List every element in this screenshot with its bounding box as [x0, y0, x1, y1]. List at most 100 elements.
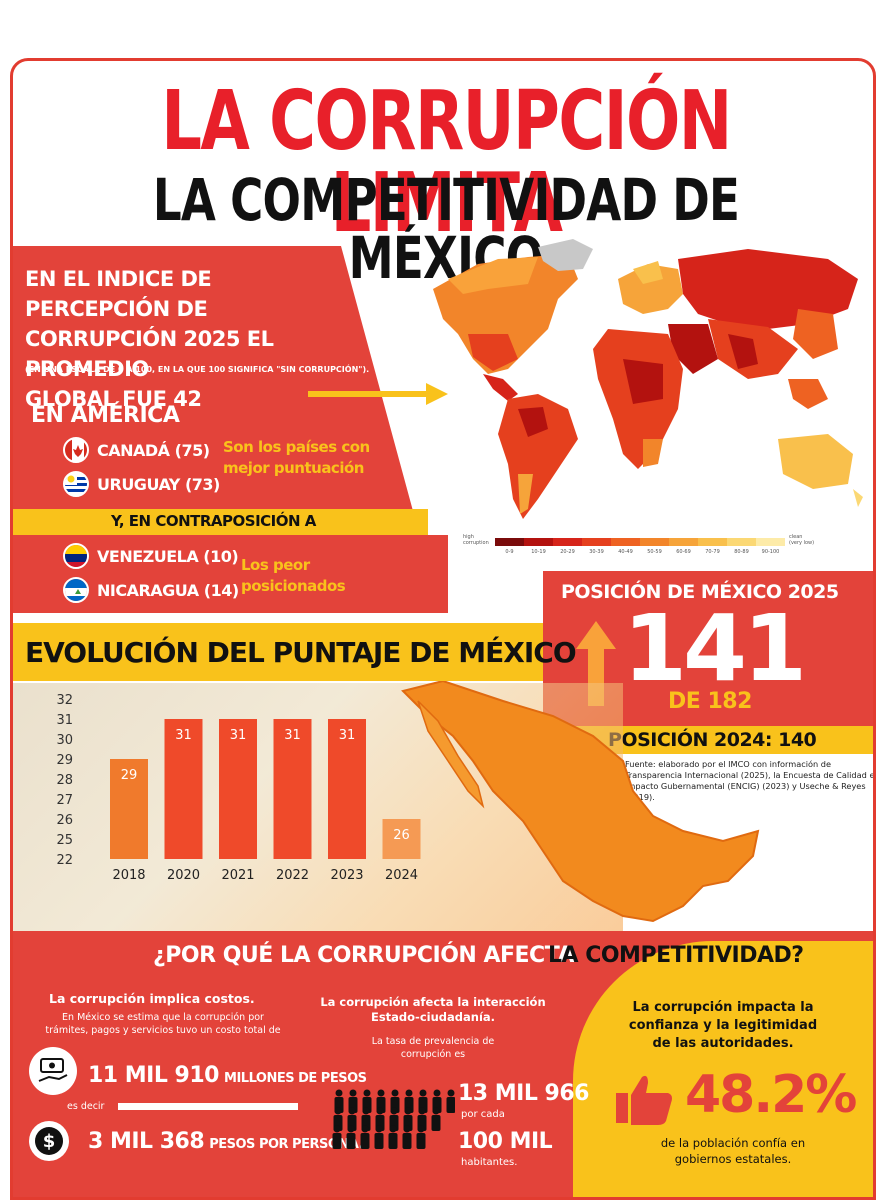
up-arrow-icon [576, 621, 616, 710]
trust-percentage: 48.2% [685, 1065, 857, 1125]
y-tick-label: 28 [56, 773, 73, 788]
uruguay-label: URUGUAY (73) [97, 474, 220, 494]
people-crowd-icon [325, 1083, 456, 1167]
main-title-line2: LA COMPETITIVIDAD DE MÉXICO [152, 166, 740, 292]
bar [164, 719, 203, 859]
mexico-map [383, 679, 763, 951]
prevalence-big: 13 MIL 966 [458, 1081, 589, 1106]
evolution-heading: EVOLUCIÓN DEL PUNTAJE DE MÉXICO [25, 636, 577, 669]
legend-range-label: 80-89 [734, 549, 749, 555]
worst-list: VENEZUELA (10) NICARAGUA (14) [63, 539, 239, 607]
contrast-label: Y, EN CONTRAPOSICIÓN A [111, 512, 316, 530]
source-note: Fuente: elaborado por el IMCO con inform… [625, 759, 875, 802]
legend-range-label: 20-29 [560, 549, 575, 555]
money-hand-icon [29, 1047, 77, 1095]
per-unit: habitantes. [461, 1157, 518, 1168]
legend-swatch [698, 538, 727, 546]
trust-text: de la población confía en gobiernos estat… [660, 1136, 806, 1166]
legend-range-label: 90-100 [761, 549, 780, 555]
bar-value-label: 29 [121, 768, 138, 783]
person-icon [374, 1125, 384, 1149]
bar [328, 719, 366, 859]
x-category-label: 2018 [112, 868, 145, 883]
per-big: 100 MIL [458, 1129, 553, 1154]
x-category-label: 2022 [276, 868, 309, 883]
person-icon [346, 1125, 356, 1149]
legend-swatch [756, 538, 785, 546]
infographic: LA CORRUPCIÓN LIMITA LA COMPETITIVIDAD D… [10, 58, 876, 1200]
legend-color-bar [495, 538, 785, 546]
bar [382, 819, 421, 859]
person-icon [416, 1125, 426, 1149]
legend-range-label: 50-59 [647, 549, 662, 555]
bar-value-label: 31 [175, 728, 192, 743]
legend-swatch [611, 538, 640, 546]
why-heading-part2: LA COMPETITIVIDAD? [548, 943, 804, 968]
nicaragua-flag-icon [63, 577, 89, 603]
legend-swatch [640, 538, 669, 546]
canada-label: CANADÁ (75) [97, 440, 210, 460]
legend-range-label: 0-9 [505, 549, 514, 555]
cpi-headline: EN EL INDICE DE PERCEPCIÓN DE CORRUPCIÓN… [25, 267, 274, 411]
trust-title: La corrupción impacta la confianza y la l… [628, 1000, 818, 1051]
bar [219, 719, 257, 859]
best-list: CANADÁ (75) URUGUAY (73) [63, 433, 220, 501]
list-item: NICARAGUA (14) [63, 573, 239, 607]
world-map [408, 239, 873, 524]
main-title-line1: LA CORRUPCIÓN LIMITA [161, 74, 732, 251]
cost-total: 11 MIL 910 MILLONES DE PESOS [88, 1063, 367, 1088]
legend-range-label: 70-79 [705, 549, 720, 555]
map-legend: high corruption 0-9 10-19 20-29 30-39 40-49 50… [463, 534, 823, 564]
list-item: VENEZUELA (10) [63, 539, 239, 573]
position-2024: POSICIÓN 2024: 140 [608, 729, 817, 751]
person-icon [388, 1125, 398, 1149]
person-icon [360, 1125, 370, 1149]
legend-swatch [524, 538, 553, 546]
why-heading-part1: ¿POR QUÉ LA CORRUPCIÓN AFECTA [153, 943, 575, 968]
divider-line [118, 1103, 298, 1110]
dollar-icon: $ [29, 1121, 69, 1161]
venezuela-label: VENEZUELA (10) [97, 546, 239, 566]
prevalence-text: La tasa de prevalencia de corrupción es [371, 1036, 495, 1060]
trust-panel [573, 941, 873, 1197]
x-category-label: 2020 [167, 868, 200, 883]
bar [273, 719, 312, 859]
cpi-scale-note: (EN UNA ESCALA DE 0 A 100, EN LA QUE 100… [25, 365, 370, 374]
legend-right-label: clean (very low) [789, 534, 815, 546]
worst-note: Los peor posicionados [241, 556, 346, 595]
cpi-panel [13, 246, 413, 511]
nicaragua-label: NICARAGUA (14) [97, 580, 239, 600]
y-tick-label: 27 [56, 793, 73, 808]
y-tick-label: 30 [56, 733, 73, 748]
person-icon [446, 1089, 456, 1113]
position-heading: POSICIÓN DE MÉXICO 2025 [561, 581, 839, 603]
per-person: 3 MIL 368 PESOS POR PERSONA. [88, 1129, 364, 1154]
evolution-band [13, 623, 543, 681]
best-note: Son los países con mejor puntuación [223, 438, 370, 477]
canada-flag-icon [63, 437, 89, 463]
y-tick-label: 25 [56, 833, 73, 848]
costs-text: En México se estima que la corrupción po… [45, 1012, 281, 1036]
venezuela-flag-icon [63, 543, 89, 569]
bar-value-label: 26 [393, 828, 410, 843]
legend-range-label: 10-19 [531, 549, 546, 555]
legend-swatch [669, 538, 698, 546]
legend-swatch [495, 538, 524, 546]
legend-swatch [727, 538, 756, 546]
bar-value-label: 31 [284, 728, 301, 743]
legend-swatch [553, 538, 582, 546]
legend-ranges: 0-9 10-19 20-29 30-39 40-49 50-59 60-69 70-79 80… [495, 549, 785, 555]
person-icon [402, 1125, 412, 1149]
costs-title: La corrupción implica costos. [49, 991, 255, 1006]
map-arrow [308, 383, 448, 405]
thumbs-up-icon [616, 1073, 674, 1129]
bar-chart: 32 31 30 29 28 27 26 25 22 29 2018 31 2020 31 2021 31 20… [56, 693, 421, 883]
legend-swatch [582, 538, 611, 546]
y-tick-label: 31 [56, 713, 73, 728]
y-tick-label: 26 [56, 813, 73, 828]
legend-range-label: 60-69 [676, 549, 691, 555]
uruguay-flag-icon [63, 471, 89, 497]
y-tick-label: 32 [56, 693, 73, 708]
contrast-band [13, 509, 428, 535]
y-tick-label: 22 [56, 853, 73, 868]
